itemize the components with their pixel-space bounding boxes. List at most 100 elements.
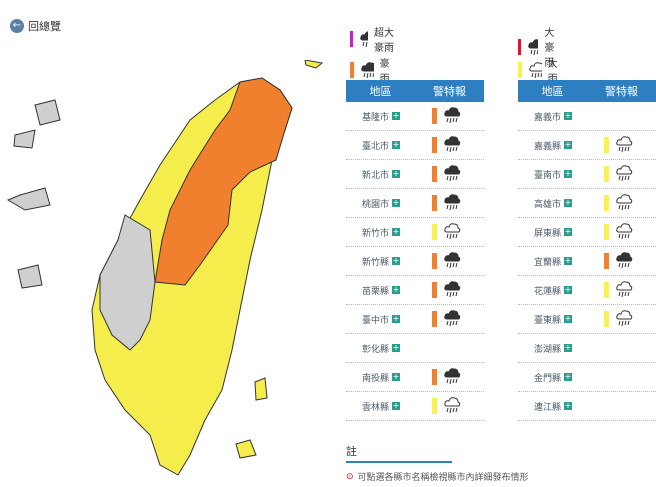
- warning-icon-wrap: [615, 280, 633, 301]
- expand-icon: +: [392, 285, 400, 294]
- warning-bar: [604, 166, 609, 182]
- back-link[interactable]: ← 回總覽: [10, 18, 61, 34]
- warning-icon-wrap: [615, 222, 633, 243]
- area-link[interactable]: 新北市 +: [346, 168, 416, 181]
- table-row: 南投縣 +: [346, 363, 484, 392]
- legend-item: 大雨: [518, 55, 563, 85]
- warning-bar: [432, 369, 437, 385]
- area-link[interactable]: 嘉義縣 +: [518, 139, 588, 152]
- legend-item: 大豪雨: [518, 24, 563, 69]
- note-text: 可點選各縣市名稱檢視縣市內詳細發布情形: [357, 473, 529, 483]
- area-link[interactable]: 花蓮縣 +: [518, 284, 588, 297]
- warning-bar: [604, 224, 609, 240]
- table-row: 嘉義市 +: [518, 102, 656, 131]
- area-link[interactable]: 桃園市 +: [346, 197, 416, 210]
- warning-icon-wrap: [443, 106, 461, 127]
- table-row: 花蓮縣 +: [518, 276, 656, 305]
- taiwan-map: [6, 60, 324, 476]
- legend-swatch: [518, 62, 522, 78]
- warning-icon-wrap: [615, 135, 633, 156]
- weather-icon: [444, 164, 461, 181]
- warning-bar: [604, 282, 609, 298]
- legend-swatch: [518, 38, 522, 55]
- area-name: 花蓮縣: [533, 286, 561, 297]
- warning-icon-wrap: [615, 164, 633, 185]
- area-link[interactable]: 臺北市 +: [346, 139, 416, 152]
- expand-icon: +: [392, 401, 400, 410]
- expand-icon: +: [392, 314, 400, 323]
- area-link[interactable]: 新竹縣 +: [346, 255, 416, 268]
- table-header: 地區 警特報: [518, 80, 656, 102]
- table-row: 臺中市 +: [346, 305, 484, 334]
- note-rule: [346, 461, 452, 463]
- weather-icon: [616, 135, 633, 152]
- weather-icon: [444, 309, 461, 326]
- table-row: 高雄市 +: [518, 189, 656, 218]
- warning-icon-wrap: [443, 135, 461, 156]
- area-name: 彰化縣: [361, 344, 389, 355]
- area-name: 基隆市: [361, 112, 389, 123]
- area-link[interactable]: 臺東縣 +: [518, 313, 588, 326]
- header-cell: 警特報: [433, 85, 466, 98]
- expand-icon: +: [564, 140, 572, 149]
- warning-icon-wrap: [443, 222, 461, 243]
- area-link[interactable]: 新竹市 +: [346, 226, 416, 239]
- area-link[interactable]: 高雄市 +: [518, 197, 588, 210]
- area-name: 雲林縣: [361, 402, 389, 413]
- note-icon: ⊙: [346, 471, 354, 482]
- weather-icon: [444, 106, 461, 123]
- weather-icon: [616, 222, 633, 239]
- area-link[interactable]: 臺南市 +: [518, 168, 588, 181]
- expand-icon: +: [392, 140, 400, 149]
- table-row: 新竹縣 +: [346, 247, 484, 276]
- table-row: 嘉義縣 +: [518, 131, 656, 160]
- area-link[interactable]: 南投縣 +: [346, 371, 416, 384]
- warning-bar: [604, 195, 609, 211]
- area-name: 澎湖縣: [533, 344, 561, 355]
- table-row: 桃園市 +: [346, 189, 484, 218]
- weather-icon: [616, 309, 633, 326]
- table-row: 雲林縣 +: [346, 392, 484, 421]
- expand-icon: +: [564, 343, 572, 352]
- area-name: 宜蘭縣: [533, 257, 561, 268]
- area-link[interactable]: 基隆市 +: [346, 110, 416, 123]
- legend-swatch: [350, 31, 353, 47]
- legend-label: 超大豪雨: [374, 28, 395, 54]
- area-link[interactable]: 連江縣 +: [518, 400, 588, 413]
- warning-icon-wrap: [443, 251, 461, 272]
- back-icon: ←: [10, 19, 24, 33]
- area-link[interactable]: 苗栗縣 +: [346, 284, 416, 297]
- area-link[interactable]: 金門縣 +: [518, 371, 588, 384]
- area-link[interactable]: 嘉義市 +: [518, 110, 588, 123]
- warning-icon-wrap: [443, 280, 461, 301]
- table-row: 臺南市 +: [518, 160, 656, 189]
- area-link[interactable]: 宜蘭縣 +: [518, 255, 588, 268]
- warning-bar: [432, 282, 437, 298]
- warning-bar: [432, 137, 437, 153]
- area-link[interactable]: 屏東縣 +: [518, 226, 588, 239]
- warning-icon-wrap: [615, 309, 633, 330]
- area-link[interactable]: 雲林縣 +: [346, 400, 416, 413]
- weather-icon: [444, 396, 461, 413]
- area-link[interactable]: 澎湖縣 +: [518, 342, 588, 355]
- weather-icon: [444, 280, 461, 297]
- table-row: 臺北市 +: [346, 131, 484, 160]
- warning-bar: [604, 137, 609, 153]
- note-title: 註: [346, 445, 357, 458]
- area-name: 臺中市: [361, 315, 389, 326]
- table-row: 彰化縣 +: [346, 334, 484, 363]
- area-link[interactable]: 臺中市 +: [346, 313, 416, 326]
- legend-item: 超大豪雨: [350, 24, 395, 54]
- area-link[interactable]: 彰化縣 +: [346, 342, 416, 355]
- warning-icon-wrap: [443, 367, 461, 388]
- area-name: 高雄市: [533, 199, 561, 210]
- expand-icon: +: [392, 169, 400, 178]
- warning-bar: [432, 398, 437, 414]
- weather-icon: [359, 31, 369, 48]
- table-row: 新竹市 +: [346, 218, 484, 247]
- warning-bar: [604, 253, 609, 269]
- expand-icon: +: [564, 169, 572, 178]
- expand-icon: +: [392, 198, 400, 207]
- expand-icon: +: [564, 285, 572, 294]
